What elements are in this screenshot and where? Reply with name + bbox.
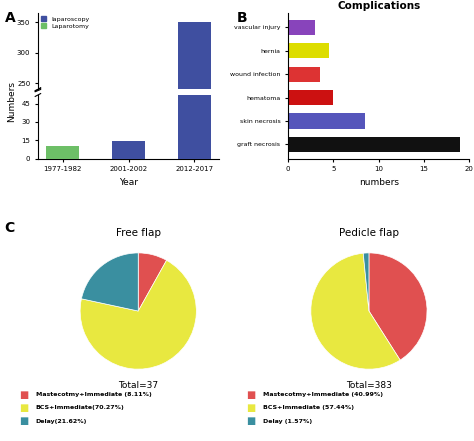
X-axis label: numbers: numbers	[359, 178, 399, 187]
Text: BCS+Immediate(70.27%): BCS+Immediate(70.27%)	[36, 405, 124, 411]
Text: Delay(21.62%): Delay(21.62%)	[36, 419, 87, 424]
X-axis label: Year: Year	[119, 178, 138, 187]
Text: Total=37: Total=37	[118, 381, 158, 390]
Text: Total=383: Total=383	[346, 381, 392, 390]
Bar	[178, 0, 211, 158]
Text: B: B	[237, 11, 247, 25]
Text: A: A	[5, 11, 16, 25]
Text: ■: ■	[246, 416, 256, 426]
Bar	[288, 20, 315, 35]
Text: C: C	[5, 220, 15, 235]
Title: Complications: Complications	[337, 1, 420, 11]
Bar	[178, 22, 211, 235]
Bar	[178, 208, 211, 235]
Bar	[112, 227, 145, 235]
Text: Mastecotmy+Immediate (40.99%): Mastecotmy+Immediate (40.99%)	[263, 392, 383, 397]
Wedge shape	[80, 260, 196, 369]
Bar	[288, 67, 320, 82]
Text: Mastecotmy+Immediate (8.11%): Mastecotmy+Immediate (8.11%)	[36, 392, 151, 397]
Text: ■: ■	[19, 403, 28, 413]
Title: Free flap: Free flap	[116, 228, 161, 238]
Bar	[288, 90, 333, 105]
Wedge shape	[82, 253, 138, 311]
Text: ■: ■	[19, 416, 28, 426]
Text: ■: ■	[246, 403, 256, 413]
Text: Delay (1.57%): Delay (1.57%)	[263, 419, 312, 424]
Bar	[178, 104, 211, 158]
Bar	[288, 113, 365, 128]
Bar	[288, 43, 329, 58]
Bar	[288, 137, 460, 152]
Bar	[46, 230, 79, 235]
Text: Numbers: Numbers	[7, 81, 16, 122]
Legend: laparoscopy, Laparotomy: laparoscopy, Laparotomy	[41, 16, 89, 29]
Text: ■: ■	[246, 390, 256, 400]
Wedge shape	[363, 253, 369, 311]
Wedge shape	[311, 253, 400, 369]
Wedge shape	[369, 253, 427, 360]
Wedge shape	[138, 253, 166, 311]
Text: BCS+Immediate (57.44%): BCS+Immediate (57.44%)	[263, 405, 354, 411]
Bar	[46, 146, 79, 158]
Bar	[112, 142, 145, 158]
Title: Pedicle flap: Pedicle flap	[339, 228, 399, 238]
Text: ■: ■	[19, 390, 28, 400]
